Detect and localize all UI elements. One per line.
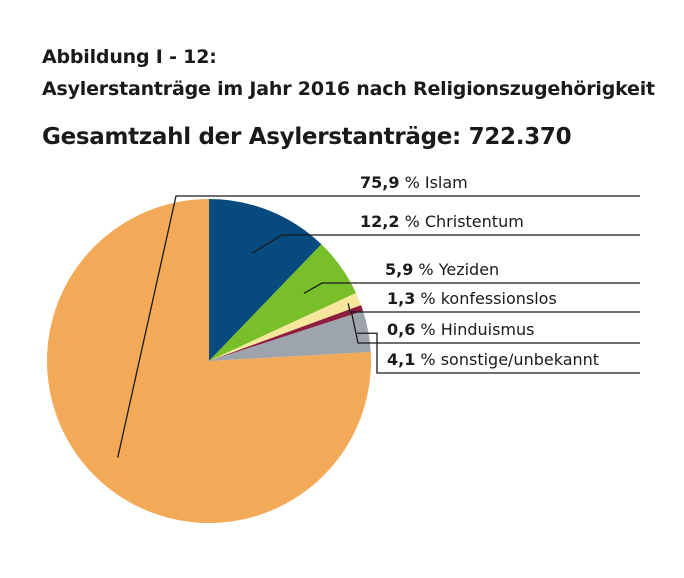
slice-percent: 4,1 xyxy=(387,350,415,369)
slice-label: 5,9 % Yeziden xyxy=(385,260,499,279)
leader-line xyxy=(303,282,640,294)
pie-slice-islam xyxy=(47,199,372,523)
pie-slice-sonstige-unbekannt xyxy=(209,310,371,361)
slice-labels: 75,9 % Islam 12,2 % Christentum 5,9 % Yezi… xyxy=(360,173,599,369)
pie-slice-hinduismus xyxy=(209,305,364,361)
leader-line xyxy=(350,311,640,344)
slice-label: 0,6 % Hinduismus xyxy=(387,320,534,339)
chart-title: Asylerstanträge im Jahr 2016 nach Religi… xyxy=(42,78,655,100)
slice-label: 75,9 % Islam xyxy=(360,173,468,192)
leader-line xyxy=(347,303,640,313)
slice-percent: 0,6 xyxy=(387,320,415,339)
pie-slice-yeziden xyxy=(209,244,357,361)
pie-slice-christentum xyxy=(209,199,322,361)
slice-label: 4,1 % sonstige/unbekannt xyxy=(387,350,599,369)
slice-category: % Christentum xyxy=(399,212,523,231)
slice-percent: 75,9 xyxy=(360,173,399,192)
leader-line xyxy=(252,234,640,254)
slice-label: 1,3 % konfessionslos xyxy=(387,289,557,308)
leader-line xyxy=(117,195,640,458)
figure-number: Abbildung I - 12: xyxy=(42,46,217,68)
slice-category: % Yeziden xyxy=(413,260,499,279)
slice-category: % sonstige/unbekannt xyxy=(415,350,599,369)
slice-label: 12,2 % Christentum xyxy=(360,212,524,231)
slice-category: % konfessionslos xyxy=(415,289,556,308)
slice-category: % Hinduismus xyxy=(415,320,534,339)
leader-lines xyxy=(117,195,640,458)
pie-slices xyxy=(47,199,372,523)
slice-percent: 12,2 xyxy=(360,212,399,231)
leader-line xyxy=(357,332,640,374)
slice-percent: 1,3 xyxy=(387,289,415,308)
chart-subtitle-total: Gesamtzahl der Asylerstanträge: 722.370 xyxy=(42,124,572,150)
slice-category: % Islam xyxy=(399,173,467,192)
pie-slice-konfessionslos xyxy=(209,292,362,361)
slice-percent: 5,9 xyxy=(385,260,413,279)
